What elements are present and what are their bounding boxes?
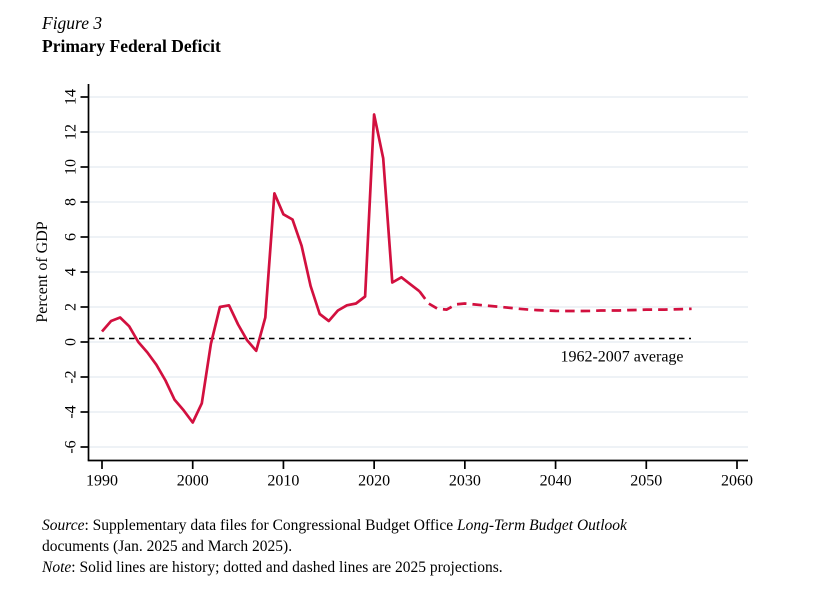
source-label: Source [42, 517, 85, 534]
projection-line [418, 290, 692, 313]
x-tick-label: 2030 [449, 473, 481, 490]
y-tick-label: 10 [62, 159, 79, 175]
x-tick-label: 2050 [630, 473, 662, 490]
note-text: : Solid lines are history; dotted and da… [71, 558, 503, 576]
note-line: Note: Solid lines are history; dotted an… [42, 558, 772, 579]
source-doc-title: Long-Term Budget Outlook [456, 517, 627, 534]
x-tick-label: 2010 [267, 473, 299, 490]
figure-label: Figure 3 [42, 13, 103, 33]
y-tick-label: 12 [62, 124, 79, 140]
history-line [100, 113, 421, 424]
x-tick-label: 2020 [358, 473, 390, 490]
average-reference-label: 1962-2007 average [560, 349, 683, 366]
y-tick-label: 0 [62, 338, 79, 346]
x-tick-label: 2040 [540, 473, 572, 490]
y-tick-label: 8 [62, 198, 79, 206]
source-text: : Supplementary data files for Congressi… [84, 517, 457, 534]
title-block: Figure 3 Primary Federal Deficit [42, 13, 221, 58]
x-tick-label: 2000 [177, 473, 209, 490]
y-tick-label: 4 [62, 268, 79, 276]
y-tick-label: 2 [62, 303, 79, 311]
y-tick-label: 6 [62, 233, 79, 241]
y-axis-title: Percent of GDP [34, 221, 51, 322]
y-tick-label: 14 [62, 89, 79, 105]
deficit-line-chart: 14 12 10 8 6 4 2 0 -2 -4 -6 1990 2000 2010 2020 2030 204… [34, 84, 753, 490]
chart-title: Primary Federal Deficit [42, 35, 221, 56]
source-line-2: documents (Jan. 2025 and March 2025). [42, 537, 293, 555]
source-line-1: Source: Supplementary data files for Con… [42, 516, 772, 537]
y-tick-label: -4 [62, 405, 79, 418]
x-tick-label: 2060 [721, 473, 753, 490]
y-tick-label: -2 [62, 370, 79, 383]
y-tick-label: -6 [62, 440, 79, 453]
notes-block: Source: Supplementary data files for Con… [42, 516, 772, 578]
note-label: Note [42, 558, 72, 576]
x-tick-label: 1990 [86, 473, 118, 490]
